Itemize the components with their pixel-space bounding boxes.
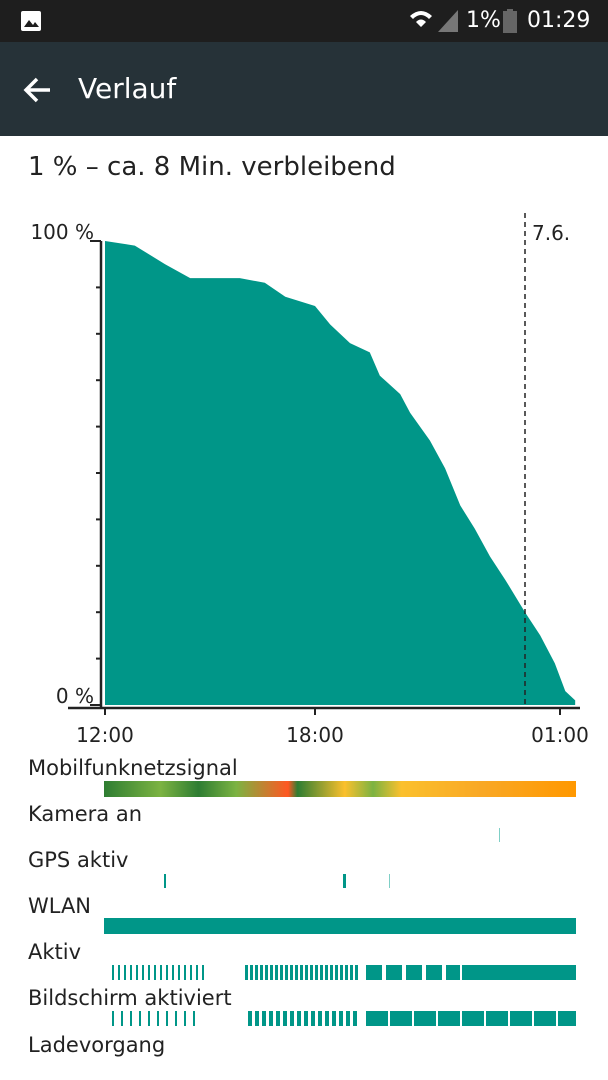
battery-area (105, 241, 576, 705)
title: Verlauf (78, 72, 177, 105)
battery-chart: 0 % 100 % 12:00 18:00 01:00 7.6. (30, 213, 589, 747)
screen-stripes (112, 1011, 202, 1026)
activity-stripes (366, 965, 460, 980)
activity-stripes (112, 965, 204, 980)
y-tick-label: 0 % (56, 684, 94, 708)
screen-stripes (248, 1011, 360, 1026)
app-bar: Verlauf (0, 42, 608, 136)
status-bar: 1% 01:29 (0, 0, 608, 42)
summary: 1 % – ca. 8 Min. verbleibend (28, 152, 396, 182)
row-label: WLAN (28, 894, 92, 918)
event-tick (343, 874, 346, 888)
clock: 01:29 (527, 8, 591, 33)
row-label: Aktiv (28, 940, 82, 964)
signal-bar (104, 781, 576, 797)
row-label: Ladevorgang (28, 1033, 166, 1057)
row-label: Bildschirm aktiviert (28, 986, 232, 1010)
signal-icons (410, 10, 458, 32)
battery-percent: 1% (466, 8, 501, 33)
y-tick-label: 100 % (30, 220, 94, 244)
x-tick-label: 01:00 (531, 723, 589, 747)
event-tick (164, 874, 166, 888)
x-tick-label: 12:00 (76, 723, 134, 747)
screen-stripes (366, 1011, 576, 1026)
event-tick (389, 874, 390, 888)
activity-stripes (245, 965, 360, 980)
back-button[interactable] (22, 75, 54, 105)
row-label: GPS aktiv (28, 848, 129, 872)
x-tick-label: 18:00 (286, 723, 344, 747)
activity-stripes (462, 965, 576, 980)
image-icon (21, 11, 41, 31)
row-label: Kamera an (28, 802, 143, 826)
day-marker: 7.6. (532, 221, 570, 245)
row-label: Mobilfunknetzsignal (28, 756, 238, 780)
wlan-bar (104, 918, 576, 934)
event-tick (499, 828, 500, 842)
battery-icon (503, 9, 517, 33)
